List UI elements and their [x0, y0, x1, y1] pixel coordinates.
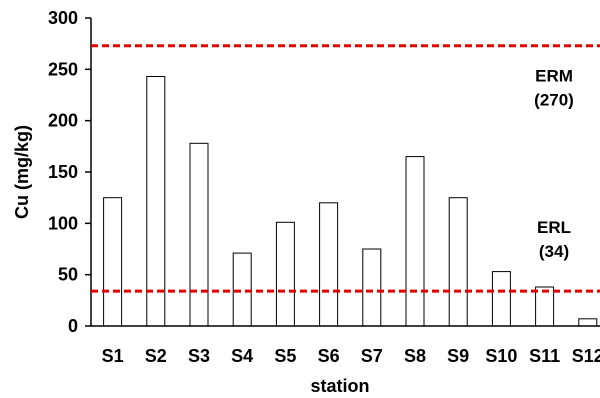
bar-s1 [103, 197, 123, 327]
x-tick-label-s11: S11 [529, 346, 560, 366]
y-tick-label-0: 0 [68, 316, 78, 336]
x-tick-label-s9: S9 [447, 346, 469, 366]
ref-value-erm: (270) [534, 91, 574, 110]
bar-s6 [319, 202, 339, 327]
plot-area: 0 50 100 150 200 250 300 S1 S2 S3 S4 S5 S6 S7 S8 S9 S10 S… [48, 8, 600, 366]
x-tick-label-s4: S4 [231, 346, 253, 366]
x-tick-label-s5: S5 [274, 346, 296, 366]
x-tick-label-s1: S1 [102, 346, 124, 366]
ref-label-erm: ERM [535, 67, 573, 86]
x-axis-title: station [310, 376, 369, 396]
x-tick-label-s8: S8 [404, 346, 426, 366]
y-tick-label-250: 250 [48, 59, 78, 79]
bar-s7 [362, 248, 382, 327]
bar-s3 [189, 142, 209, 327]
y-axis-title: Cu (mg/kg) [12, 125, 32, 219]
ref-value-erl: (34) [539, 242, 569, 261]
x-tick-label-s12: S12 [572, 346, 600, 366]
bar-s9 [448, 197, 468, 327]
y-tick-label-150: 150 [48, 162, 78, 182]
y-tick-label-300: 300 [48, 8, 78, 28]
bar-s12 [578, 318, 598, 327]
bar-s4 [232, 252, 252, 327]
x-tick-label-s10: S10 [485, 346, 517, 366]
ref-label-erl: ERL [537, 218, 571, 237]
bar-s11 [535, 286, 555, 327]
bar-s8 [405, 156, 425, 327]
y-tick-label-50: 50 [58, 265, 78, 285]
x-tick-label-s2: S2 [145, 346, 167, 366]
x-tick-label-s7: S7 [361, 346, 383, 366]
x-tick-label-s3: S3 [188, 346, 210, 366]
bar-s2 [146, 76, 166, 327]
y-tick-label-200: 200 [48, 111, 78, 131]
bar-s10 [491, 271, 511, 327]
x-tick-label-s6: S6 [318, 346, 340, 366]
bar-s5 [275, 221, 295, 327]
y-tick-label-100: 100 [48, 213, 78, 233]
